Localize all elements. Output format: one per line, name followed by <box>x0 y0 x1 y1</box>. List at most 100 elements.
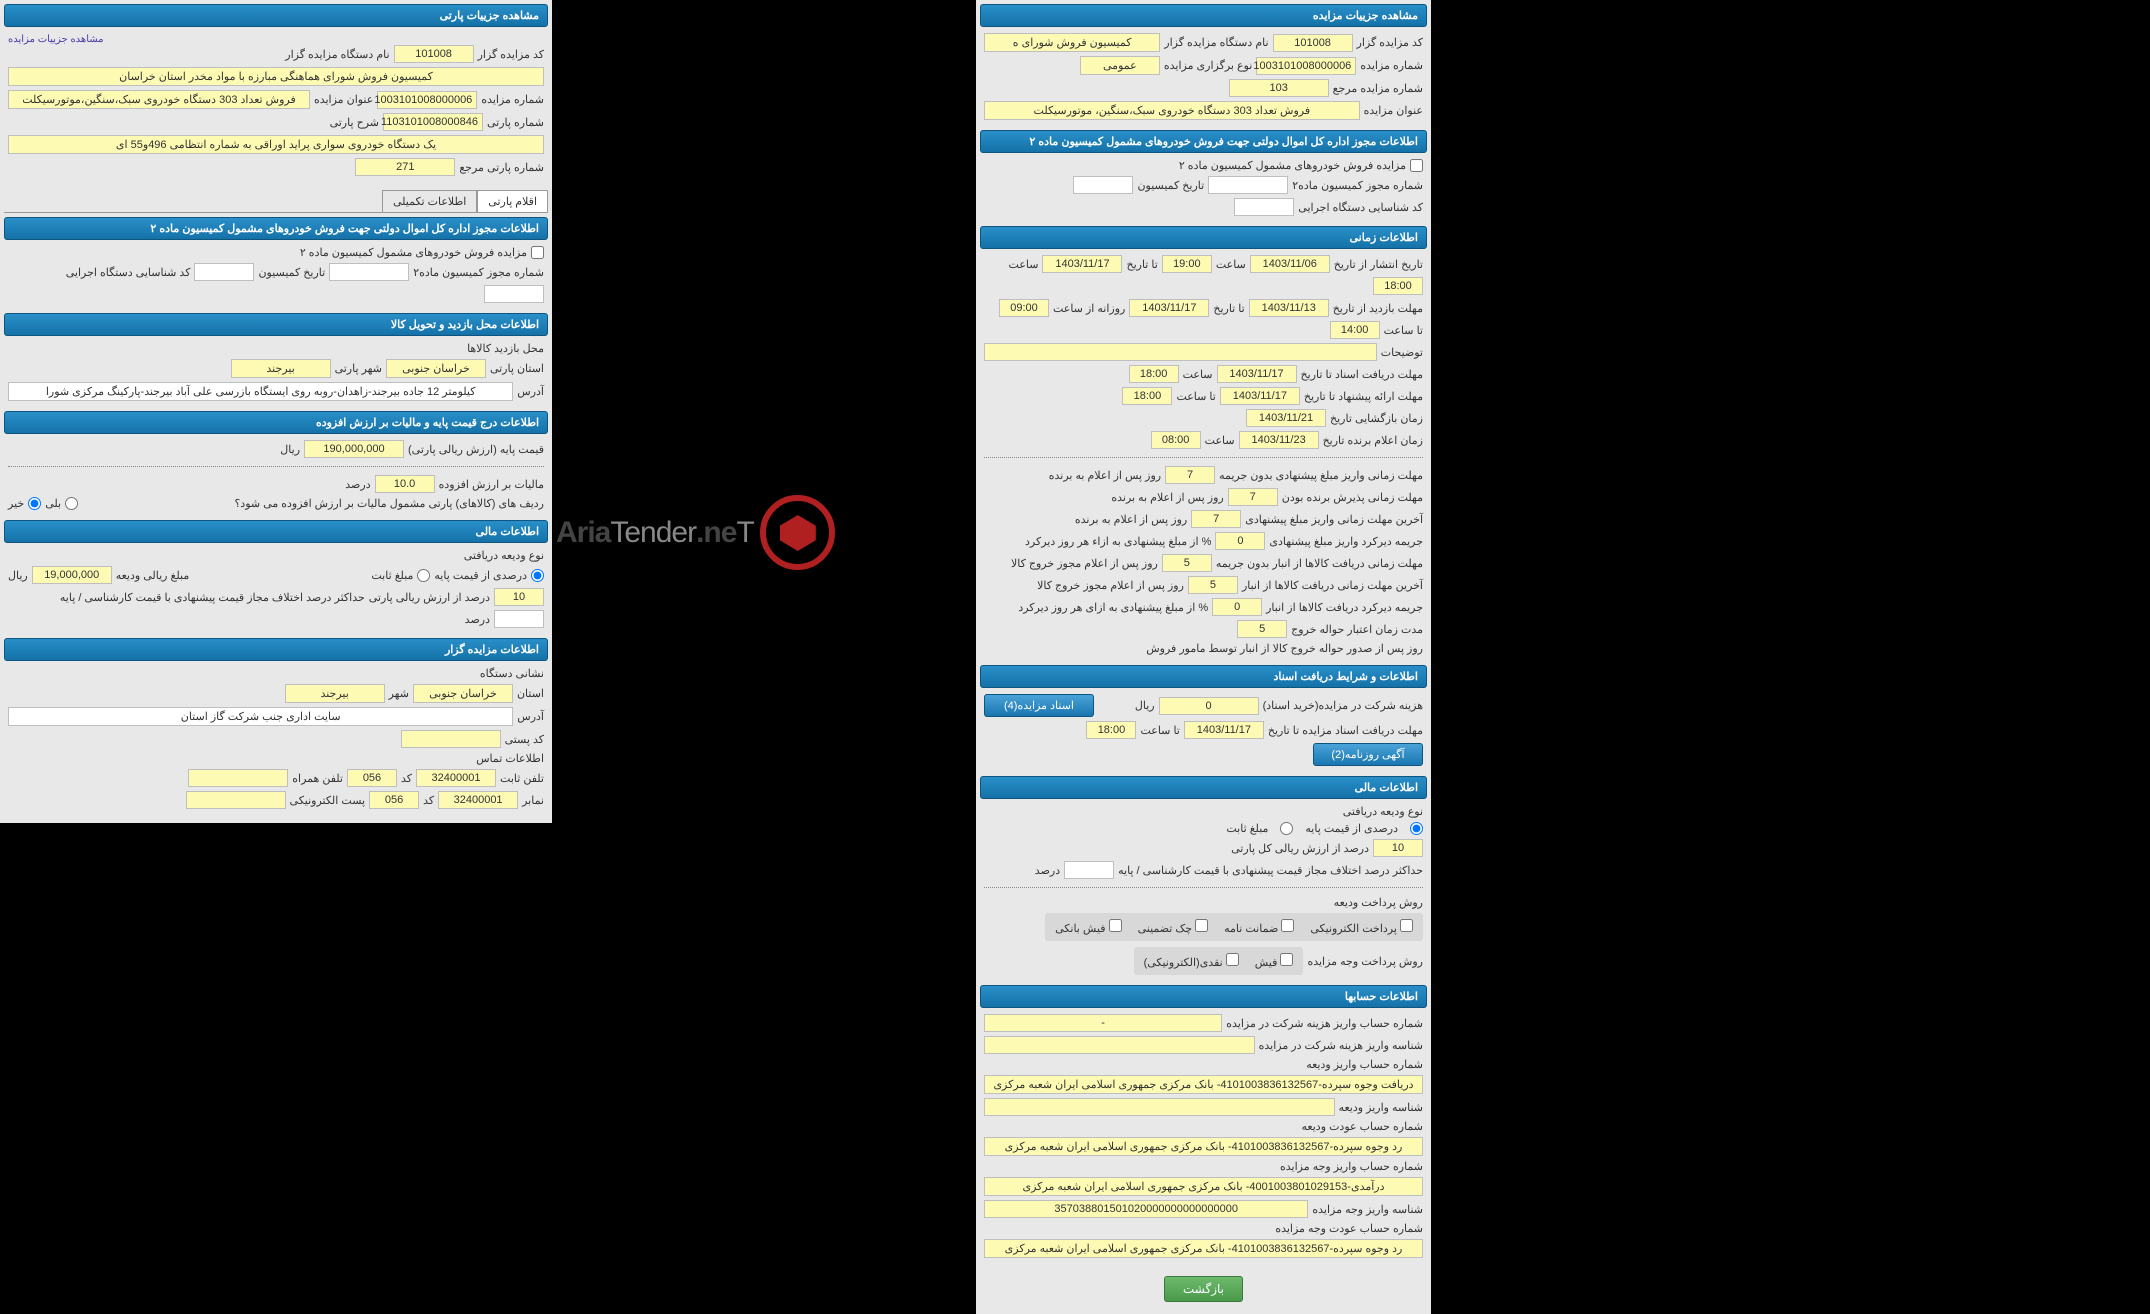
rb-yes[interactable] <box>65 497 78 510</box>
lbl-rb-fixed: مبلغ ثابت <box>1226 822 1268 835</box>
u-d5: روز پس از اعلام مجوز خروج کالا <box>1011 557 1158 570</box>
lbl-code2: کد <box>423 794 434 807</box>
val-permit-no <box>1208 176 1288 194</box>
lbl-party-no: شماره پارتی <box>487 116 544 129</box>
val-auctioneer-name: کمیسیون فروش شورای ه <box>984 33 1160 52</box>
auction-details-panel: مشاهده جزییات مزایده کد مزایده گزار 1010… <box>976 0 1431 1314</box>
lbl-offer-hour: تا ساعت <box>1176 390 1215 403</box>
val-acc7: 357038801501020000000000000000 <box>984 1200 1308 1218</box>
lbl-pub-to-hour: ساعت <box>1009 258 1039 271</box>
lbl-org-address: آدرس <box>517 710 544 723</box>
lbl-doc-hour2: تا ساعت <box>1140 724 1179 737</box>
rb-fixed[interactable] <box>1280 822 1293 835</box>
rb-no[interactable] <box>28 497 41 510</box>
val-auction-title: فروش تعداد 303 دستگاه خودروی سبک،سنگین، … <box>984 101 1360 120</box>
val-province: خراسان جنوبی <box>386 359 486 378</box>
section-party-details: مشاهده جزییات پارتی <box>4 4 548 27</box>
lbl-p-madde2: مزایده فروش خودروهای مشمول کمیسیون ماده … <box>300 246 527 259</box>
lbl-p-rb-pct: درصدی از قیمت پایه <box>434 569 527 582</box>
rb-pct[interactable] <box>1410 822 1423 835</box>
lbl-chk-cash: نقدی(الکترونیکی) <box>1144 957 1223 969</box>
val-permit-date <box>1073 176 1133 194</box>
val-desc <box>984 343 1377 361</box>
val-d6: 5 <box>1188 576 1238 594</box>
lbl-auction-type: نوع برگزاری مزایده <box>1164 59 1252 72</box>
lbl-p-permit-no: شماره مجوز کمیسیون ماده۲ <box>413 266 544 279</box>
lbl-deposit-method: روش پرداخت ودیعه <box>1334 896 1423 909</box>
val-p-auction-no: 1003101008000006 <box>377 91 477 109</box>
lbl-party-ref: شماره پارتی مرجع <box>459 161 544 174</box>
btn-auction-docs[interactable]: اسناد مزایده(4) <box>984 694 1094 717</box>
price-body: قیمت پایه (ارزش ریالی پارتی) 190,000,000… <box>4 434 548 520</box>
section-time-info: اطلاعات زمانی <box>980 226 1427 249</box>
lbl-base-price: قیمت پایه (ارزش ریالی پارتی) <box>408 443 544 456</box>
lbl-chk-guarantee: ضمانت نامه <box>1224 923 1278 935</box>
lbl-chk-madde2: مزایده فروش خودروهای مشمول کمیسیون ماده … <box>1179 159 1406 172</box>
u-fee: ریال <box>1135 699 1155 712</box>
val-party-no: 1103101008000846 <box>383 113 483 131</box>
val-d8: 5 <box>1237 620 1287 638</box>
val-winner-date: 1403/11/23 <box>1239 431 1319 449</box>
link-view-auction[interactable]: مشاهده جزییات مزایده <box>8 34 104 45</box>
lbl-org-addr: نشانی دستگاه <box>480 667 544 680</box>
lbl-p-auctioneer-name: نام دستگاه مزایده گزار <box>285 48 389 61</box>
doc-body: هزینه شرکت در مزایده(خرید اسناد) 0 ریال … <box>980 688 1427 776</box>
lbl-pub-to: تا تاریخ <box>1126 258 1157 271</box>
tab-party-items[interactable]: اقلام پارتی <box>477 190 548 212</box>
tab-extra-info[interactable]: اطلاعات تکمیلی <box>382 190 477 212</box>
fin-body: نوع ودیعه دریافتی درصدی از قیمت پایه مبل… <box>980 799 1427 985</box>
chk-epay[interactable] <box>1400 919 1413 932</box>
val-p-name: کمیسیون فروش شورای هماهنگی مبارزه با موا… <box>8 67 544 86</box>
section-financial: اطلاعات مالی <box>980 776 1427 799</box>
btn-newspaper-ad[interactable]: آگهی روزنامه(2) <box>1313 743 1423 766</box>
chk-bank[interactable] <box>1109 919 1122 932</box>
section-permit-info: اطلاعات مجوز اداره کل اموال دولتی جهت فر… <box>980 130 1427 153</box>
val-city: بیرجند <box>231 359 331 378</box>
val-acc2 <box>984 1036 1255 1054</box>
chk-guarantee[interactable] <box>1281 919 1294 932</box>
auction-details-body: کد مزایده گزار 101008 نام دستگاه مزایده … <box>980 27 1427 130</box>
val-vat: 10.0 <box>375 475 435 493</box>
val-d7: 0 <box>1212 598 1262 616</box>
val-party-desc: یک دستگاه خودروی سواری پراید اوراقی به ش… <box>8 135 544 154</box>
chk-cash[interactable] <box>1226 953 1239 966</box>
rb-p-pct[interactable] <box>531 569 544 582</box>
val-email <box>186 791 286 809</box>
btn-back[interactable]: بازگشت <box>1164 1276 1243 1302</box>
lbl-auction-title: عنوان مزایده <box>1364 104 1423 117</box>
val-p-permit-no <box>329 263 409 281</box>
rb-p-fixed[interactable] <box>417 569 430 582</box>
lbl-chk-bank: فیش بانکی <box>1055 923 1105 935</box>
val-p-exec-id <box>484 285 544 303</box>
val-p-code: 101008 <box>394 45 474 63</box>
chk-madde2[interactable] <box>1410 159 1423 172</box>
lbl-auctioneer-name: نام دستگاه مزایده گزار <box>1164 36 1268 49</box>
lbl-daily-from: روزانه از ساعت <box>1053 302 1125 315</box>
lbl-ref-no: شماره مزایده مرجع <box>1333 82 1423 95</box>
val-ref-no: 103 <box>1229 79 1329 97</box>
u-d1: روز پس از اعلام به برنده <box>1049 469 1161 482</box>
val-p-max-diff <box>494 610 544 628</box>
party-details-panel: مشاهده جزییات پارتی مشاهده جزییات مزایده… <box>0 0 552 823</box>
val-daily-to: 14:00 <box>1330 321 1380 339</box>
val-mobile <box>188 769 288 787</box>
watermark-text: AriaTender.neT <box>556 516 754 550</box>
val-phone: 32400001 <box>416 769 496 787</box>
val-pub-to-hour: 18:00 <box>1373 277 1423 295</box>
lbl-chk-fish: فیش <box>1255 957 1278 969</box>
val-party-ref: 271 <box>355 158 455 176</box>
chk-p-madde2[interactable] <box>531 246 544 259</box>
lbl-visit-from: مهلت بازدید از تاریخ <box>1333 302 1423 315</box>
u-max-diff: درصد <box>1035 864 1060 877</box>
u-d8: روز پس از صدور حواله خروج کالا از انبار … <box>1146 642 1423 655</box>
u-d6: روز پس از اعلام مجوز خروج کالا <box>1037 579 1184 592</box>
chk-fish[interactable] <box>1280 953 1293 966</box>
chk-check[interactable] <box>1195 919 1208 932</box>
val-doc-deadline: 1403/11/17 <box>1217 365 1297 383</box>
val-acc5: رد وجوه سپرده-4101003836132567- بانک مرک… <box>984 1137 1423 1156</box>
footer: بازگشت <box>980 1268 1427 1310</box>
lbl-d6: آخرین مهلت زمانی دریافت کالاها از انبار <box>1242 579 1423 592</box>
val-winner-hour: 08:00 <box>1151 431 1201 449</box>
section-doc-conditions: اطلاعات و شرایط دریافت اسناد <box>980 665 1427 688</box>
val-fee: 0 <box>1159 697 1259 715</box>
